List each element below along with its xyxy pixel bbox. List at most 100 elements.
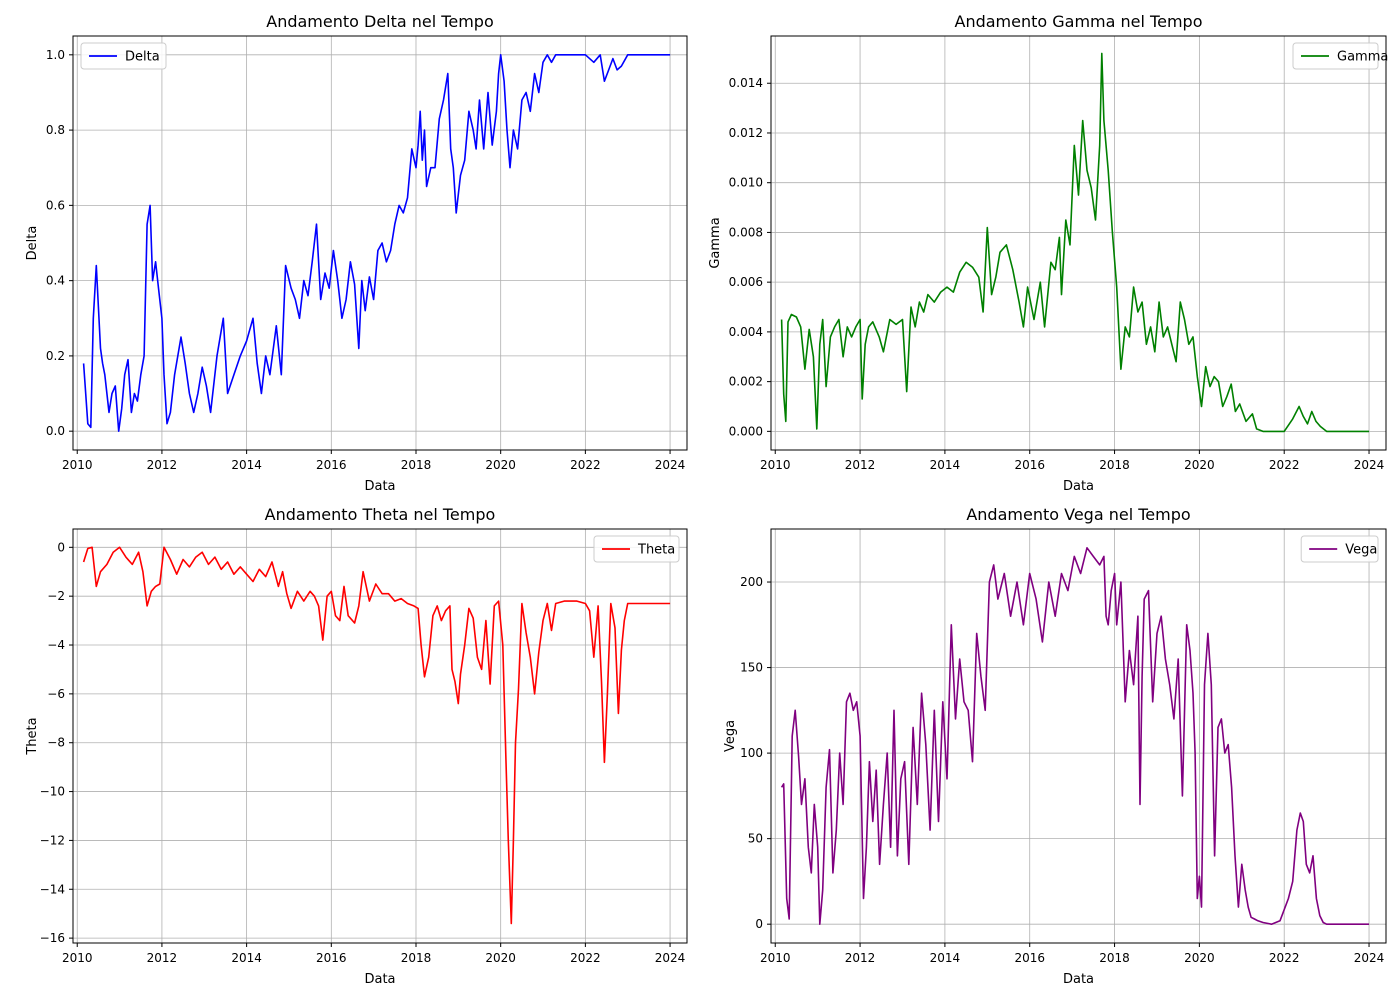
x-tick-label: 2022 xyxy=(570,458,601,472)
x-tick-label: 2024 xyxy=(655,458,686,472)
x-tick-label: 2012 xyxy=(845,458,876,472)
chart-panel-vega: 2010 2012 2014 2016 2018 2020 2022 2024 0 50 100 15… xyxy=(723,505,1387,987)
legend-box xyxy=(80,42,167,70)
x-tick-label: 2022 xyxy=(1269,458,1300,472)
y-axis-label: Gamma xyxy=(708,217,723,268)
x-tick-label: 2012 xyxy=(845,951,876,965)
x-tick-label: 2014 xyxy=(231,458,262,472)
y-tick-label: 150 xyxy=(740,661,763,675)
x-tick-label: 2014 xyxy=(930,951,961,965)
chart-panel-theta: 2010 2012 2014 2016 2018 2020 2022 2024 −16 −14 −1… xyxy=(25,505,688,987)
x-tick-label: 2016 xyxy=(1014,951,1045,965)
y-tick-label: 0.6 xyxy=(46,198,65,212)
x-tick-label: 2020 xyxy=(485,458,516,472)
chart-title: Andamento Vega nel Tempo xyxy=(966,505,1190,524)
y-axis-label: Delta xyxy=(25,226,40,261)
y-tick-label: 0.010 xyxy=(729,176,763,190)
y-tick-label: 50 xyxy=(748,832,763,846)
series-line-gamma xyxy=(780,52,1369,433)
x-tick-label: 2018 xyxy=(1099,951,1130,965)
chart-title: Andamento Theta nel Tempo xyxy=(265,505,496,524)
y-tick-label: 0.4 xyxy=(46,274,65,288)
x-tick-label: 2022 xyxy=(1269,951,1300,965)
y-tick-label: 0 xyxy=(57,540,65,554)
y-tick-label: −6 xyxy=(47,687,65,701)
axes-frame xyxy=(770,528,1387,944)
x-axis-label: Data xyxy=(1063,972,1094,987)
x-tick-label: 2016 xyxy=(1014,458,1045,472)
x-tick-label: 2024 xyxy=(1354,458,1385,472)
legend-label: Theta xyxy=(637,543,675,558)
y-tick-label: 0.0 xyxy=(46,424,65,438)
y-tick-label: −4 xyxy=(47,638,65,652)
x-tick-label: 2022 xyxy=(570,951,601,965)
y-tick-label: −2 xyxy=(47,589,65,603)
plot-area xyxy=(771,36,1386,450)
y-tick-label: 0.002 xyxy=(729,375,763,389)
legend: Theta xyxy=(593,535,680,563)
y-tick-label: 0.000 xyxy=(729,424,763,438)
y-tick-label: −12 xyxy=(40,833,65,847)
y-tick-label: 200 xyxy=(740,575,763,589)
x-tick-label: 2024 xyxy=(655,951,686,965)
x-tick-label: 2018 xyxy=(401,458,432,472)
x-tick-label: 2016 xyxy=(316,458,347,472)
x-tick-label: 2010 xyxy=(62,458,93,472)
legend-label: Delta xyxy=(125,50,160,65)
axes-frame xyxy=(72,35,688,451)
y-tick-label: 0.8 xyxy=(46,123,65,137)
chart-panel-gamma: 2010 2012 2014 2016 2018 2020 2022 2024 0.000 0.0… xyxy=(708,12,1388,494)
x-tick-label: 2016 xyxy=(316,951,347,965)
x-axis-label: Data xyxy=(364,479,395,494)
y-tick-label: −14 xyxy=(40,882,65,896)
chart-title: Andamento Delta nel Tempo xyxy=(266,12,493,31)
y-tick-label: 100 xyxy=(740,746,763,760)
y-tick-label: 0.014 xyxy=(729,76,763,90)
legend-box xyxy=(1300,535,1379,563)
plot-area xyxy=(73,529,687,943)
x-tick-label: 2010 xyxy=(760,458,791,472)
y-tick-label: −8 xyxy=(47,736,65,750)
legend-box xyxy=(593,535,680,563)
legend: Vega xyxy=(1300,535,1379,563)
series-line-theta xyxy=(82,546,671,925)
y-tick-label: −10 xyxy=(40,785,65,799)
x-tick-label: 2014 xyxy=(930,458,961,472)
x-axis-label: Data xyxy=(1063,479,1094,494)
y-tick-label: 0.2 xyxy=(46,349,65,363)
legend-box xyxy=(1292,42,1379,70)
legend-label: Vega xyxy=(1345,543,1377,558)
y-tick-label: 0.012 xyxy=(729,126,763,140)
x-tick-label: 2020 xyxy=(485,951,516,965)
y-axis-label: Theta xyxy=(25,717,40,755)
plot-area xyxy=(771,529,1386,943)
y-tick-label: 0.006 xyxy=(729,275,763,289)
series-line-delta xyxy=(82,54,671,432)
x-tick-label: 2010 xyxy=(760,951,791,965)
x-tick-label: 2012 xyxy=(147,458,178,472)
y-tick-label: −16 xyxy=(40,931,65,945)
legend: Delta xyxy=(80,42,167,70)
x-tick-label: 2010 xyxy=(62,951,93,965)
series-line-vega xyxy=(780,547,1369,925)
y-tick-label: 0.008 xyxy=(729,225,763,239)
x-tick-label: 2018 xyxy=(1099,458,1130,472)
y-tick-label: 0 xyxy=(755,917,763,931)
legend: Gamma xyxy=(1292,42,1388,70)
x-tick-label: 2020 xyxy=(1184,458,1215,472)
axes-frame xyxy=(72,528,688,944)
y-tick-label: 1.0 xyxy=(46,48,65,62)
x-tick-label: 2014 xyxy=(231,951,262,965)
x-tick-label: 2012 xyxy=(147,951,178,965)
x-tick-label: 2024 xyxy=(1354,951,1385,965)
chart-title: Andamento Gamma nel Tempo xyxy=(955,12,1203,31)
x-tick-label: 2018 xyxy=(401,951,432,965)
chart-panel-delta: 2010 2012 2014 2016 2018 2020 2022 2024 0.0 0.2 0.… xyxy=(25,12,688,494)
x-tick-label: 2020 xyxy=(1184,951,1215,965)
y-tick-label: 0.004 xyxy=(729,325,763,339)
axes-frame xyxy=(770,35,1387,451)
plot-area xyxy=(73,36,687,450)
x-axis-label: Data xyxy=(364,972,395,987)
